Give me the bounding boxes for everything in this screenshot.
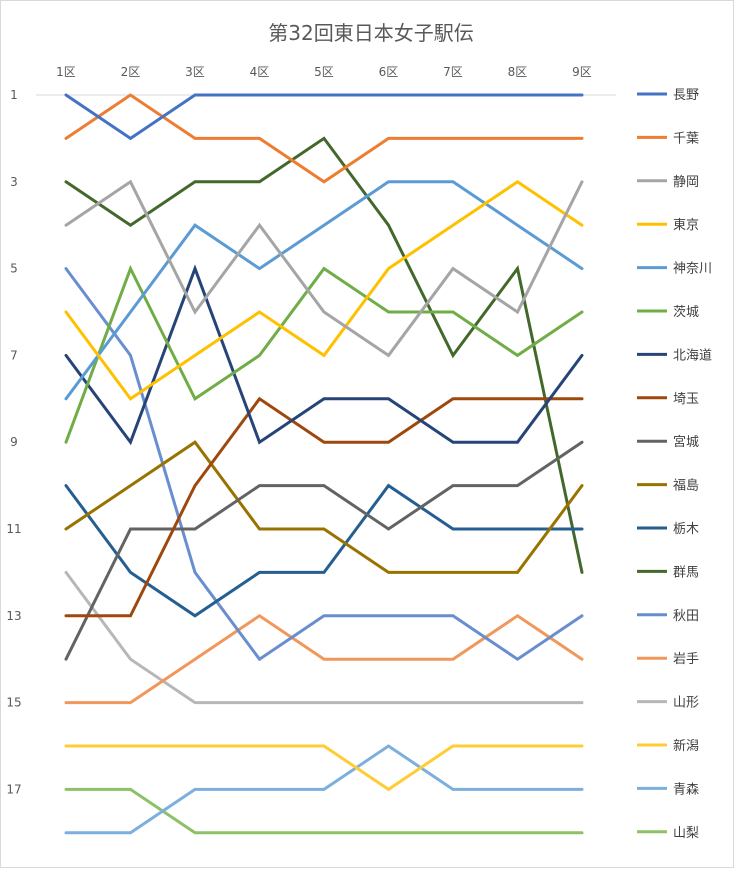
series-lines (64, 93, 584, 835)
legend-label: 群馬 (673, 565, 699, 580)
x-tick-label: 6区 (379, 65, 399, 79)
y-tick-label: 11 (6, 522, 21, 536)
legend-label: 北海道 (673, 348, 712, 363)
legend-label: 茨城 (673, 305, 699, 320)
legend-label: 福島 (673, 479, 699, 494)
legend-label: 青森 (673, 782, 699, 797)
x-tick-label: 1区 (56, 65, 76, 79)
y-tick-label: 15 (6, 696, 21, 710)
series-line-青森 (64, 744, 584, 835)
y-tick-label: 5 (10, 262, 18, 276)
series-line-新潟 (64, 744, 584, 792)
y-tick-label: 7 (10, 348, 18, 362)
series-line-東京 (64, 179, 584, 401)
series-line-埼玉 (64, 396, 584, 618)
x-tick-label: 2区 (121, 65, 141, 79)
y-tick-label: 13 (6, 609, 21, 623)
series-line-静岡 (64, 179, 584, 358)
y-tick-label: 17 (6, 782, 21, 796)
x-tick-label: 4区 (250, 65, 270, 79)
legend-label: 東京 (673, 217, 699, 233)
series-line-茨城 (64, 264, 584, 444)
legend-label: 秋田 (673, 609, 699, 624)
legend-label: 山梨 (673, 826, 699, 841)
series-line-千葉 (64, 93, 584, 184)
legend-label: 長野 (673, 88, 699, 103)
series-line-栃木 (64, 483, 584, 618)
series-line-宮城 (64, 440, 584, 661)
y-tick-label: 9 (10, 435, 18, 449)
legend-label: 宮城 (673, 434, 699, 450)
series-line-福島 (64, 440, 584, 574)
series-line-長野 (64, 93, 584, 141)
x-tick-label: 7区 (443, 65, 463, 79)
legend-label: 静岡 (673, 175, 699, 190)
x-tick-label: 3区 (185, 65, 205, 79)
x-tick-label: 5区 (314, 65, 334, 79)
series-line-山形 (64, 570, 584, 705)
x-tick-label: 8区 (508, 65, 528, 79)
legend-label: 新潟 (673, 738, 699, 754)
legend-label: 山形 (673, 696, 699, 711)
x-tick-label: 9区 (572, 65, 592, 79)
series-line-神奈川 (64, 180, 584, 401)
x-axis-ticks: 1区 2区 3区 4区 5区 6区 7区 8区 9区 (56, 65, 592, 79)
y-tick-label: 1 (10, 88, 18, 102)
legend-label: 栃木 (673, 522, 699, 537)
legend-label: 千葉 (673, 131, 699, 146)
legend-label: 埼玉 (673, 392, 699, 407)
series-line-山梨 (64, 787, 584, 835)
series-line-岩手 (64, 613, 584, 705)
y-tick-label: 3 (10, 175, 18, 189)
legend-label: 岩手 (673, 652, 699, 667)
chart-title: 第32回東日本女子駅伝 (268, 21, 473, 45)
series-line-秋田 (64, 267, 584, 662)
legend-label: 神奈川 (673, 262, 712, 277)
